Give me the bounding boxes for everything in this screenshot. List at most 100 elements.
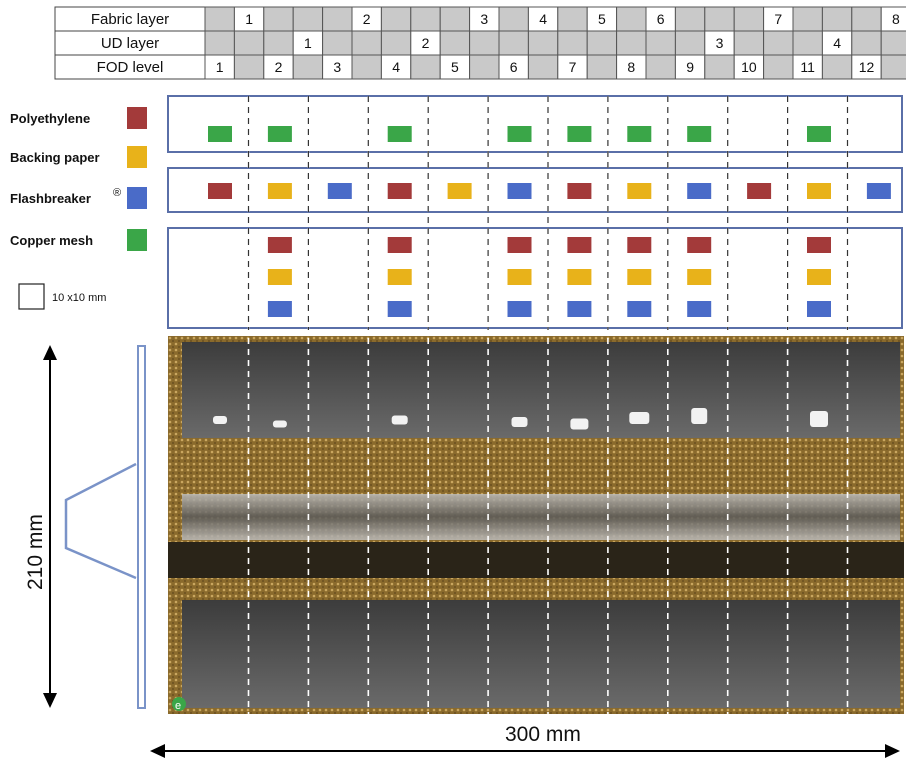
table-cell bbox=[292, 6, 324, 32]
fod-copper-mesh bbox=[627, 126, 652, 142]
fod-copper-mesh bbox=[267, 126, 292, 142]
table-row: UD layer 1 2 3 4 bbox=[54, 30, 906, 56]
panel-bottom bbox=[167, 227, 903, 329]
scan-indication bbox=[570, 418, 589, 430]
ultrasonic-scan-image: e bbox=[168, 336, 904, 714]
table-cell bbox=[527, 54, 559, 80]
table-cell-number: 3 bbox=[333, 59, 341, 75]
table-cell bbox=[792, 30, 823, 56]
table-cell-number: 4 bbox=[392, 59, 400, 75]
fod-backing-paper bbox=[267, 183, 292, 199]
fod-backing-paper bbox=[627, 183, 652, 199]
fod-polyethylene bbox=[567, 183, 592, 199]
table-cell-number: 2 bbox=[422, 35, 430, 51]
table-cell bbox=[233, 54, 265, 80]
legend-item-copper-mesh: Copper mesh bbox=[10, 229, 147, 251]
legend-item-backing-paper: Backing paper bbox=[10, 146, 147, 168]
table-cell-number: 10 bbox=[741, 59, 757, 75]
height-arrow-up bbox=[43, 345, 57, 360]
table-row-header-cell bbox=[54, 30, 206, 56]
legend-label-backing-paper: Backing paper bbox=[10, 150, 100, 165]
width-arrow-left bbox=[150, 744, 165, 758]
table-cell bbox=[645, 30, 676, 56]
table-cell bbox=[469, 30, 500, 56]
table-cell bbox=[557, 30, 588, 56]
fod-stack-flashbreaker bbox=[807, 301, 831, 317]
table-cell-number: 1 bbox=[216, 59, 224, 75]
scale-square bbox=[18, 283, 45, 310]
fod-copper-mesh bbox=[687, 126, 712, 142]
table-cell bbox=[733, 6, 765, 32]
table-cell bbox=[322, 6, 353, 32]
table-cell bbox=[821, 54, 853, 80]
table-cell-number: 4 bbox=[833, 35, 841, 51]
legend-label-flashbreaker: Flashbreaker bbox=[10, 191, 91, 206]
table-cell bbox=[410, 30, 441, 56]
fod-stack-flashbreaker bbox=[507, 301, 532, 317]
scale-reference: 10 x10 mm bbox=[18, 283, 106, 310]
fod-flashbreaker bbox=[507, 183, 532, 199]
fod-stack-backing-paper bbox=[687, 269, 712, 285]
scan-indication bbox=[629, 412, 650, 424]
fod-stack-polyethylene bbox=[627, 237, 652, 253]
table-row-label: Fabric layer bbox=[91, 11, 169, 28]
table-cell bbox=[233, 30, 265, 56]
panel-bracket bbox=[64, 345, 146, 709]
fod-stack-polyethylene bbox=[507, 237, 532, 253]
table-cell-number: 2 bbox=[363, 11, 371, 27]
table-cell-number: 9 bbox=[686, 59, 694, 75]
legend-swatch-copper-mesh bbox=[127, 229, 147, 251]
table-cell-number: 4 bbox=[539, 11, 547, 27]
table-cell bbox=[527, 30, 559, 56]
legend-label-polyethylene: Polyethylene bbox=[10, 111, 90, 126]
table-row: FOD level 1 2 3 4 5 6 7 8 9 10 11 12 bbox=[54, 54, 906, 80]
table-cell bbox=[204, 30, 235, 56]
scan-region-top bbox=[182, 342, 900, 438]
table-cell-number: 6 bbox=[657, 11, 665, 27]
legend-swatch-flashbreaker bbox=[127, 187, 147, 209]
scan-indication bbox=[391, 415, 408, 425]
scan-indication bbox=[272, 420, 287, 428]
table-cell bbox=[851, 6, 882, 32]
table-cell-number: 12 bbox=[859, 59, 875, 75]
table-cell bbox=[292, 30, 324, 56]
legend-swatch-backing-paper bbox=[127, 146, 147, 168]
fod-polyethylene bbox=[747, 183, 772, 199]
fod-copper-mesh bbox=[208, 126, 232, 142]
fod-stack-backing-paper bbox=[627, 269, 652, 285]
table-cell-number: 11 bbox=[800, 59, 815, 75]
panel-middle bbox=[167, 167, 903, 213]
scan-indication bbox=[213, 416, 227, 424]
table-cell bbox=[380, 54, 412, 80]
table-cell-number: 8 bbox=[627, 59, 635, 75]
table-cell-number: 5 bbox=[598, 11, 606, 27]
table-cell-number: 1 bbox=[245, 11, 253, 27]
scale-label: 10 x10 mm bbox=[52, 292, 106, 304]
fod-copper-mesh bbox=[567, 126, 592, 142]
table-cell bbox=[792, 54, 823, 80]
table-cell bbox=[351, 30, 382, 56]
scan-indication bbox=[691, 408, 708, 424]
table-cell bbox=[763, 30, 794, 56]
fod-stack-flashbreaker bbox=[387, 301, 412, 317]
table-cell bbox=[704, 30, 735, 56]
fod-stack-polyethylene bbox=[387, 237, 412, 253]
table-cell-number: 1 bbox=[304, 35, 312, 51]
legend-label-copper-mesh: Copper mesh bbox=[10, 233, 93, 248]
scan-dark-band bbox=[168, 542, 904, 578]
table-cell bbox=[704, 54, 735, 80]
table-cell bbox=[733, 30, 765, 56]
width-label: 300 mm bbox=[505, 723, 581, 746]
fod-stack-flashbreaker bbox=[627, 301, 652, 317]
table-cell bbox=[674, 30, 706, 56]
bracket-bar bbox=[137, 345, 146, 709]
fod-flashbreaker bbox=[866, 183, 891, 199]
fod-layout-panels bbox=[167, 95, 903, 329]
height-dimension: 210 mm bbox=[24, 345, 57, 708]
table-cell bbox=[322, 30, 353, 56]
scan-marker-letter: e bbox=[175, 700, 181, 712]
table-cell bbox=[263, 6, 294, 32]
table-cell bbox=[351, 54, 382, 80]
height-arrow-down bbox=[43, 693, 57, 708]
fod-stack-flashbreaker bbox=[687, 301, 712, 317]
